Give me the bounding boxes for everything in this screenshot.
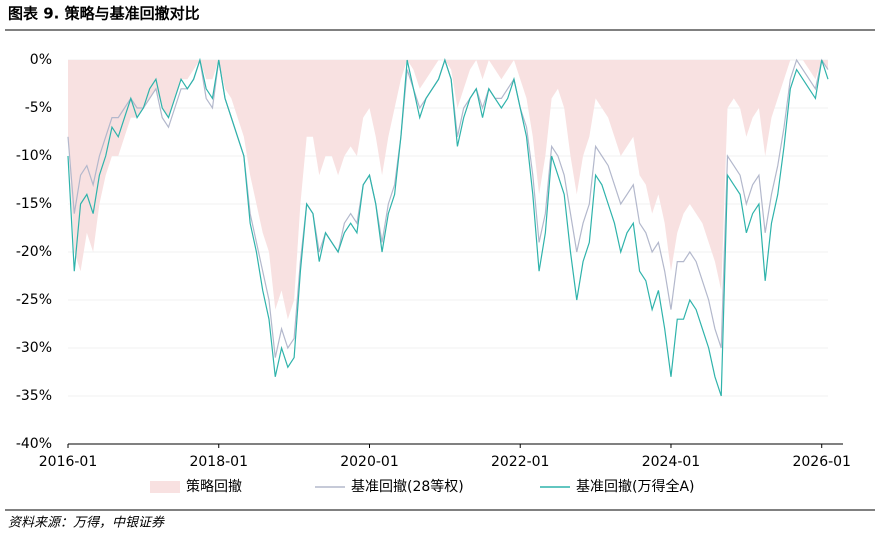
x-tick-label: 2020-01 xyxy=(340,454,399,470)
source-note: 资料来源：万得，中银证券 xyxy=(8,516,165,531)
chart-title: 图表 9. 策略与基准回撤对比 xyxy=(8,5,200,23)
y-tick-label: -20% xyxy=(16,244,52,260)
y-tick-label: -25% xyxy=(16,292,52,308)
y-tick-label: -30% xyxy=(16,340,52,356)
x-tick-label: 2018-01 xyxy=(189,454,248,470)
y-tick-label: -15% xyxy=(16,196,52,212)
y-tick-label: 0% xyxy=(30,52,52,68)
drawdown-area xyxy=(68,60,828,320)
drawdown-line xyxy=(67,57,829,397)
legend-label: 策略回撤 xyxy=(186,478,242,495)
y-tick-label: -10% xyxy=(16,148,52,164)
legend-label: 基准回撤(万得全A) xyxy=(576,478,695,495)
x-tick-label: 2026-01 xyxy=(792,454,851,470)
y-tick-label: -35% xyxy=(16,388,52,404)
legend-label: 基准回撤(28等权) xyxy=(351,478,464,495)
legend-swatch xyxy=(150,481,180,493)
x-tick-label: 2022-01 xyxy=(491,454,550,470)
x-tick-label: 2024-01 xyxy=(642,454,701,470)
y-tick-label: -5% xyxy=(25,100,52,116)
x-tick-label: 2016-01 xyxy=(39,454,98,470)
y-tick-label: -40% xyxy=(16,436,52,452)
